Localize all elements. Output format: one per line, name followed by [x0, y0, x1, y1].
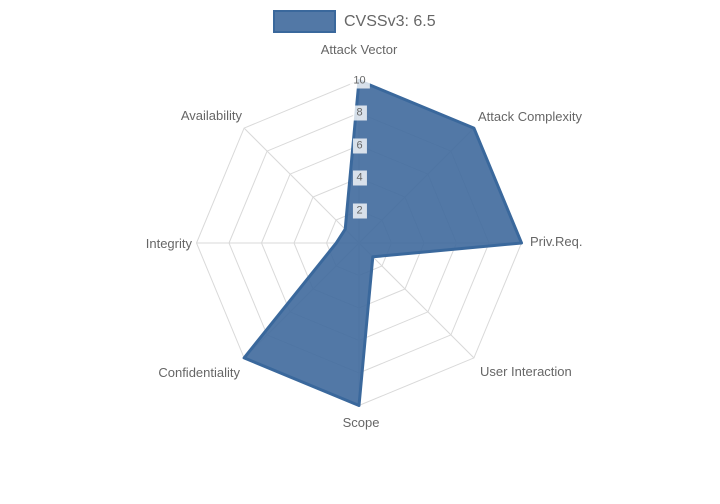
radial-tick-2: 2	[352, 203, 367, 218]
legend[interactable]: CVSSv3: 6.5	[273, 10, 436, 33]
axis-label-attack-complexity: Attack Complexity	[478, 109, 583, 124]
axis-label-user-interaction: User Interaction	[480, 364, 572, 379]
radial-tick-4: 4	[352, 170, 367, 186]
axis-label-integrity: Integrity	[145, 236, 192, 251]
legend-label: CVSSv3: 6.5	[344, 12, 436, 30]
axis-label-attack-vector: Attack Vector	[320, 42, 398, 57]
radial-tick-8: 8	[352, 105, 367, 121]
axis-label-confidentiality: Confidentiality	[158, 365, 240, 380]
radial-tick-6: 6	[352, 138, 367, 153]
axis-label-priv-req: Priv.Req.	[530, 234, 583, 249]
radial-tick-10: 10	[349, 73, 370, 88]
axis-label-availability: Availability	[180, 108, 242, 123]
legend-swatch	[273, 10, 336, 33]
axis-label-scope: Scope	[342, 415, 380, 430]
